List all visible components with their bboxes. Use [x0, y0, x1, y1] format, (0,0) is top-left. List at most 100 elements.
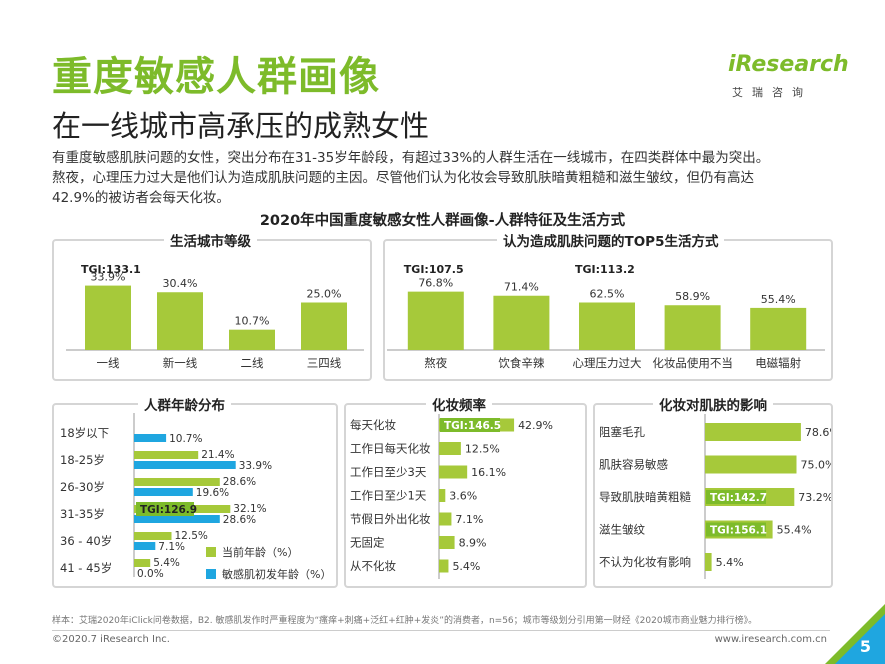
intro-line-2: 熬夜，心理压力过大是他们认为造成肌肤问题的主因。尽管他们认为化妆会导致肌肤暗黄粗…: [52, 170, 754, 186]
corner-decoration: [825, 604, 885, 664]
category-label: 心理压力过大: [573, 356, 642, 370]
data-label: 10.7%: [169, 433, 202, 445]
bar: [85, 285, 131, 350]
tgi-label: TGI:107.5: [404, 263, 464, 276]
footnote: 样本：艾瑞2020年iClick问卷数据，B2. 敏感肌发作时严重程度为“瘙痒+…: [52, 616, 758, 626]
bar: [439, 442, 461, 455]
data-label: 55.4%: [761, 293, 796, 306]
category-label: 化妆品使用不当: [652, 356, 733, 370]
data-label: 8.9%: [459, 537, 487, 550]
data-label: 33.9%: [91, 271, 126, 284]
bar-onset-age: [134, 515, 220, 523]
makeup-effect-panel: 化妆对肌肤的影响 阻塞毛孔 78.6% 肌肤容易敏感 75.0% 导致肌肤暗黄粗糙 73.…: [593, 394, 840, 588]
category-label: 新一线: [163, 356, 198, 370]
data-label: 5.4%: [716, 556, 744, 569]
data-label: 28.6%: [223, 476, 256, 488]
makeup-frequency-chart: 每天化妆 42.9% TGI:146.5 工作日每天化妆 12.5% 工作日至少3天 16.…: [350, 413, 553, 579]
tgi-badge: [706, 522, 766, 537]
category-label: 电磁辐射: [755, 356, 801, 370]
data-label: 7.1%: [455, 513, 483, 526]
data-label: 42.9%: [518, 419, 553, 432]
tgi-label: TGI:113.2: [575, 263, 635, 276]
bar: [750, 307, 807, 350]
data-label: 30.4%: [163, 277, 198, 290]
page-subtitle: 在一线城市高承压的成熟女性: [52, 109, 430, 143]
data-label: 75.0%: [801, 459, 832, 472]
bar-onset-age: [134, 461, 236, 469]
data-label: 58.9%: [675, 290, 710, 303]
city-tier-chart: 33.9% 一线 TGI:133.1 30.4% 新一线 10.7% 二线 25.0% 三四线: [66, 263, 364, 370]
website: www.iresearch.com.cn: [714, 634, 827, 645]
intro-line-1: 有重度敏感肌肤问题的女性，突出分布在31-35岁年龄段，有超过33%的人群生活在…: [52, 150, 770, 166]
category-label: 从不化妆: [350, 559, 396, 573]
category-label: 无固定: [350, 536, 385, 550]
bar: [705, 553, 712, 571]
bar: [439, 489, 446, 502]
category-label: 工作日每天化妆: [350, 442, 431, 456]
data-label: 12.5%: [465, 443, 500, 456]
makeup-frequency-panel: 化妆频率 每天化妆 42.9% TGI:146.5 工作日每天化妆 12.5% 工作日至少…: [344, 394, 587, 588]
lifestyle-title: 认为造成肌肤问题的TOP5生活方式: [497, 230, 725, 250]
makeup-frequency-title: 化妆频率: [426, 394, 492, 414]
bar: [439, 512, 452, 526]
category-label: 工作日至少3天: [350, 465, 427, 479]
data-label: 5.4%: [153, 557, 180, 569]
data-label: 55.4%: [777, 524, 812, 537]
intro-line-3: 42.9%的被访者会每天化妆。: [52, 190, 230, 206]
bar-current-age: [134, 451, 199, 459]
data-label: 33.9%: [239, 460, 272, 472]
iresearch-logo: iResearch 艾瑞咨询: [728, 52, 849, 102]
bar: [407, 291, 464, 350]
tgi-badge: [136, 502, 194, 516]
category-label: 工作日至少1天: [350, 489, 427, 503]
data-label: 62.5%: [590, 288, 625, 301]
bar-current-age: [134, 559, 151, 567]
bar: [664, 305, 721, 350]
category-label: 41 - 45岁: [60, 561, 112, 575]
copyright: ©2020.7 iResearch Inc.: [52, 634, 170, 645]
category-label: 节假日外出化妆: [350, 512, 431, 526]
category-label: 三四线: [307, 356, 342, 370]
main-chart-title: 2020年中国重度敏感女性人群画像-人群特征及生活方式: [259, 213, 626, 229]
category-label: 滋生皱纹: [599, 523, 645, 537]
data-label: 32.1%: [233, 503, 266, 515]
legend-label: 敏感肌初发年龄（%）: [222, 567, 331, 581]
category-label: 36 - 40岁: [60, 534, 112, 548]
bar: [493, 295, 550, 350]
bar: [229, 329, 275, 350]
logo-subtext: 艾瑞咨询: [732, 86, 812, 99]
legend-swatch: [206, 569, 216, 579]
bar-onset-age: [134, 488, 193, 496]
city-tier-panel: 生活城市等级 33.9% 一线 TGI:133.1 30.4% 新一线 10.7% 二线 25…: [52, 230, 372, 381]
data-label: 21.4%: [201, 449, 234, 461]
bar-current-age: [134, 478, 220, 486]
tgi-badge: [706, 490, 766, 504]
bar-onset-age: [134, 542, 156, 550]
bar: [705, 455, 797, 474]
data-label: 7.1%: [158, 541, 185, 553]
bar-current-age: [134, 532, 172, 540]
intro-text: 有重度敏感肌肤问题的女性，突出分布在31-35岁年龄段，有超过33%的人群生活在…: [52, 148, 842, 208]
bar: [157, 292, 203, 350]
age-chart: 18岁以下 10.7%18-25岁 21.4%33.9%26-30岁 28.6%19.…: [60, 413, 331, 581]
category-label: 18-25岁: [60, 453, 105, 467]
lifestyle-panel: 认为造成肌肤问题的TOP5生活方式 76.8% 熬夜 TGI:107.5 71.4% 饮…: [383, 230, 833, 381]
data-label: 12.5%: [175, 530, 208, 542]
tgi-label: TGI:126.9: [140, 504, 197, 516]
data-label: 16.1%: [471, 466, 506, 479]
legend-swatch: [206, 547, 216, 557]
category-label: 一线: [97, 356, 120, 370]
bar: [579, 302, 635, 350]
data-label: 25.0%: [307, 288, 342, 301]
category-label: 肌肤容易敏感: [599, 458, 668, 472]
tgi-label: TGI:142.7: [710, 492, 767, 504]
page-title: 重度敏感人群画像: [52, 54, 380, 100]
data-label: 0.0%: [137, 568, 164, 580]
category-label: 饮食辛辣: [498, 356, 544, 370]
tgi-badge: [440, 418, 500, 432]
tgi-label: TGI:133.1: [81, 263, 141, 276]
city-tier-title: 生活城市等级: [164, 230, 257, 250]
category-label: 熬夜: [424, 356, 447, 370]
data-label: 10.7%: [235, 315, 270, 328]
category-label: 二线: [241, 356, 264, 370]
